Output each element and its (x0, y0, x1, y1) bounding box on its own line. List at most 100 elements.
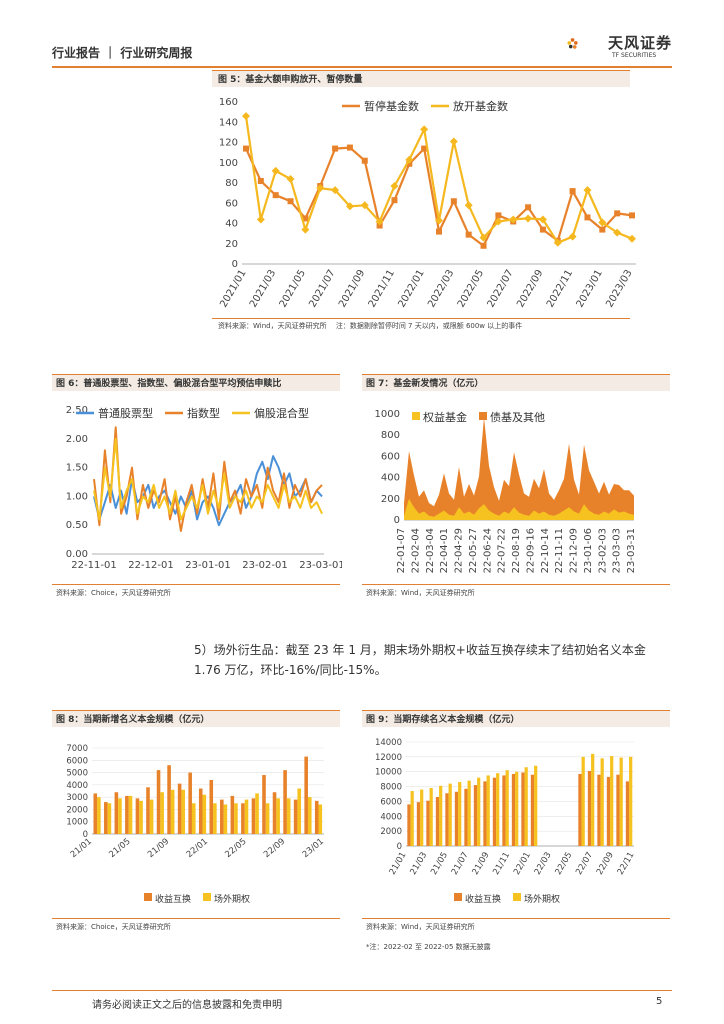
area-series-bond (404, 417, 634, 520)
x-tick-label: 2022/09 (515, 268, 545, 309)
bar (616, 774, 620, 846)
bar (230, 795, 235, 834)
footer-disclaimer: 请务必阅读正文之后的信息披露和免责申明 (92, 1000, 282, 1011)
bar (286, 798, 291, 834)
data-point (435, 216, 443, 225)
bar (515, 771, 519, 846)
data-point (538, 215, 547, 224)
bar (578, 773, 582, 846)
data-point (599, 226, 606, 233)
fig5-caption: 图 5：基金大额申购放开、暂停数量 (218, 75, 363, 85)
y-tick-label: 6000 (380, 797, 402, 807)
data-point (480, 242, 487, 249)
x-tick-label: 22-04-29 (454, 528, 465, 573)
data-point (450, 198, 457, 205)
bar (262, 775, 266, 834)
data-point (598, 218, 607, 227)
y-tick-label: 3000 (66, 793, 88, 803)
bar (188, 772, 192, 834)
x-tick-label: 23-03-03 (612, 528, 623, 573)
y-tick-label: 60 (225, 198, 238, 209)
bar (241, 803, 245, 834)
bar (426, 800, 430, 846)
bar (170, 789, 175, 834)
x-tick-label: 22-10-14 (540, 528, 551, 573)
fig6-chart: 0.00 0.50 1.00 1.50 2.00 2.50 22-11-01 22-12-01… (66, 405, 342, 571)
x-tick-label: 23-02-01 (242, 560, 287, 571)
fig6-caption-bar (52, 374, 340, 391)
y-tick-label: 20 (225, 239, 238, 250)
data-point (271, 166, 280, 175)
logo-name: 天风证券 (608, 34, 673, 52)
fig8-caption: 图 8：当期新增名义本金规模（亿元） (56, 715, 210, 725)
data-point (331, 186, 340, 195)
data-point (390, 182, 399, 191)
bar (619, 757, 623, 846)
y-tick-label: 0.50 (66, 520, 88, 531)
data-point (584, 214, 591, 221)
bar (160, 792, 164, 834)
legend-swatch (513, 893, 521, 901)
fig9-caption: 图 9：当期存续名义本金规模（亿元） (366, 715, 520, 725)
bar (191, 803, 196, 834)
fig8-source-divider (52, 918, 340, 919)
legend-label: 场外期权 (214, 893, 250, 905)
legend-swatch (454, 893, 462, 901)
data-point (583, 186, 592, 195)
bar (606, 776, 611, 846)
bar (146, 787, 150, 834)
data-point (614, 210, 621, 217)
logo-en: TF SECURITIES (612, 52, 657, 59)
bar (429, 788, 433, 846)
x-tick-label: 21/09 (471, 851, 492, 877)
bar (307, 797, 312, 834)
bar (209, 779, 214, 834)
area-series-equity (404, 498, 634, 520)
x-tick-label: 22-11-01 (71, 560, 116, 571)
data-point (375, 217, 384, 226)
bar (213, 803, 217, 834)
x-tick-label: 22/05 (223, 837, 248, 860)
x-tick-label: 21/01 (69, 837, 94, 860)
data-point (479, 233, 488, 242)
x-tick-label: 22-04-01 (439, 528, 450, 573)
data-point (287, 198, 294, 205)
bar (223, 804, 228, 834)
x-tick-label: 22-07-22 (497, 528, 508, 573)
bar (297, 788, 302, 834)
legend-label: 指数型 (187, 406, 220, 420)
bar (407, 804, 411, 846)
bar (416, 802, 421, 846)
data-point (332, 145, 339, 152)
bar (265, 803, 270, 834)
y-tick-label: 120 (219, 138, 238, 149)
legend-swatch (479, 412, 487, 420)
bar (244, 799, 249, 834)
x-tick-label: 2021/09 (337, 268, 367, 309)
fig8-caption-bar (52, 710, 340, 727)
bar (435, 796, 440, 846)
x-tick-label: 22-02-04 (410, 528, 421, 573)
report-header: 行业报告 ｜ 行业研究周报 (52, 46, 193, 60)
bar (629, 756, 633, 846)
data-point (509, 215, 518, 224)
x-tick-label: 22-08-19 (511, 528, 522, 573)
data-point (524, 214, 533, 223)
fig6-caption: 图 6：普通股票型、指数型、偏股混合型平均预估申赎比 (56, 379, 282, 389)
data-point (256, 215, 265, 224)
y-tick-label: 6000 (66, 756, 88, 766)
bar (104, 802, 108, 834)
bar (445, 793, 449, 846)
bar (156, 770, 161, 834)
x-tick-label: 23-03-31 (626, 528, 637, 573)
x-tick-label: 23-02-03 (597, 528, 608, 573)
fig9-note: *注：2022-02 至 2022-05 数据无披露 (366, 943, 491, 951)
bar (600, 758, 604, 846)
fig5-source: 资料来源：Wind，天风证券研究所 注：数据剔除暂停时间 7 天以内，或限额 6… (218, 322, 523, 330)
series-line (93, 426, 323, 532)
x-tick-label: 21/03 (408, 851, 429, 877)
bar (255, 793, 259, 834)
bar (477, 777, 481, 846)
data-point (286, 174, 295, 183)
